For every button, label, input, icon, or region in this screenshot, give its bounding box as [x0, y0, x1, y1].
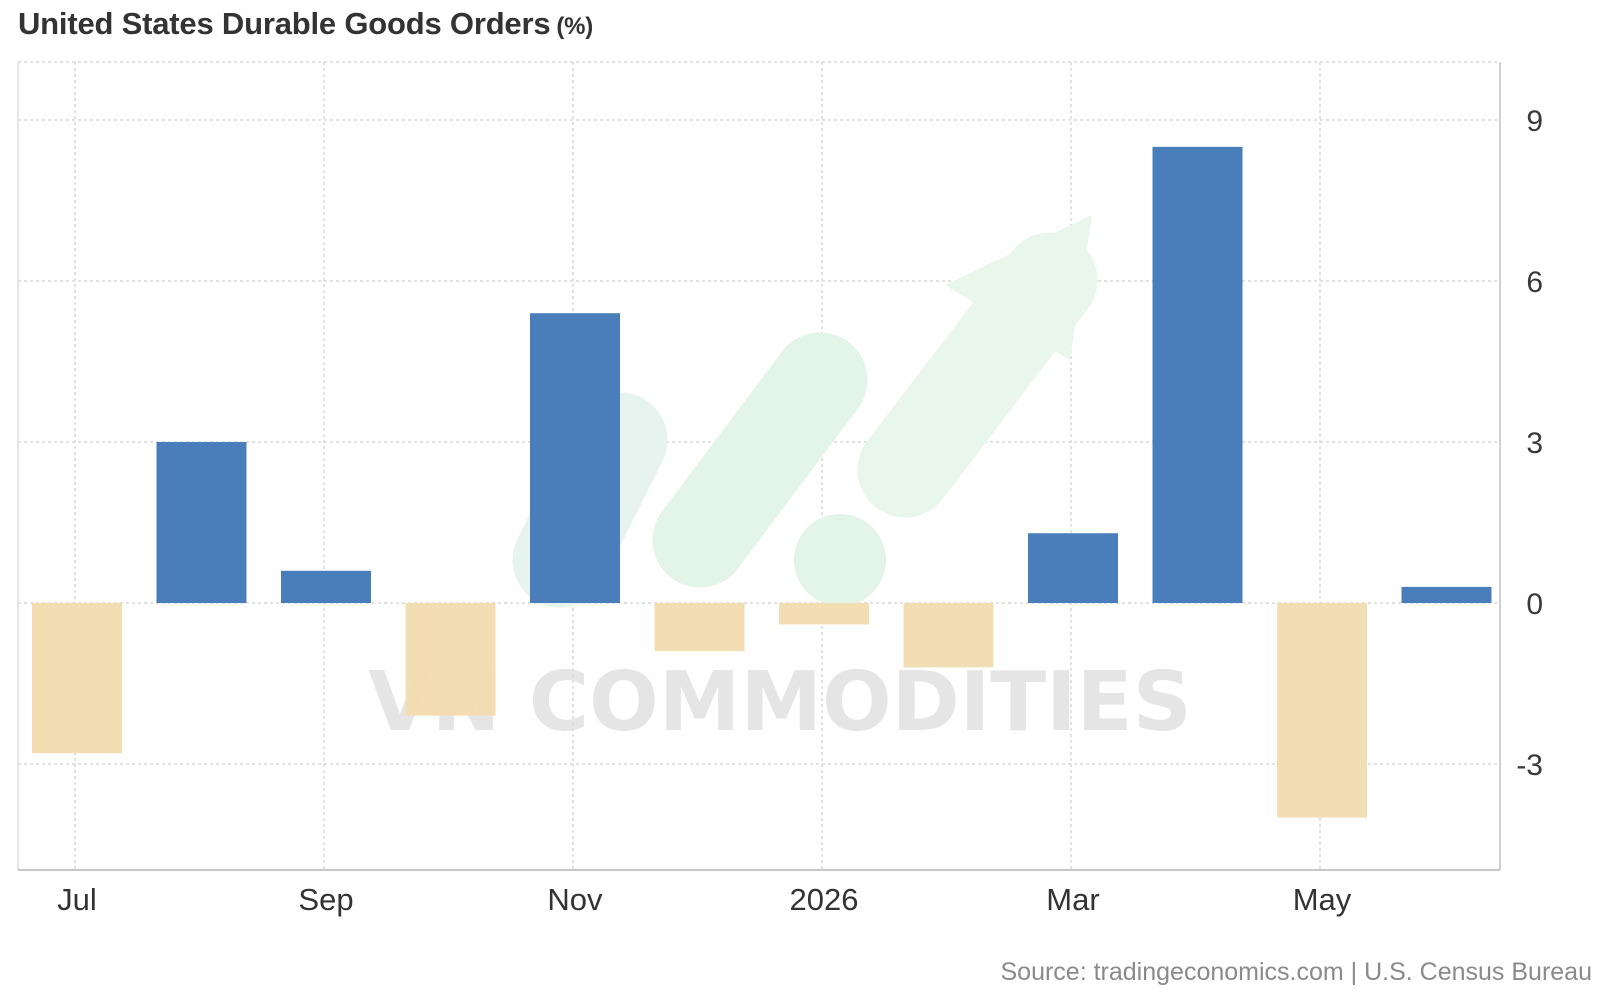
- chart-unit-label: (%): [556, 13, 594, 40]
- bar-nov: [530, 313, 620, 603]
- bars: [32, 146, 1492, 818]
- chart-title: United States Durable Goods Orders (%): [18, 6, 594, 41]
- x-tick-label: Sep: [298, 882, 353, 917]
- bar-jul: [32, 603, 122, 754]
- x-tick-labels: Jul Sep Nov 2026 Mar May: [57, 882, 1352, 917]
- y-tick-labels: -3 0 3 6 9: [1516, 105, 1543, 782]
- y-tick-label: -3: [1516, 749, 1543, 782]
- bar-may: [1277, 603, 1367, 818]
- bar-jan: [779, 603, 869, 625]
- source-note: Source: tradingeconomics.com | U.S. Cens…: [1000, 958, 1593, 986]
- y-tick-label: 3: [1526, 427, 1543, 460]
- bar-jun: [1401, 586, 1492, 603]
- bar-aug: [156, 442, 247, 603]
- x-tick-label: Nov: [547, 882, 603, 917]
- x-tick-label: Mar: [1046, 882, 1099, 917]
- x-tick-label: May: [1293, 882, 1352, 917]
- watermark-text: VN COMMODITIES: [368, 655, 1192, 750]
- axes: [17, 62, 1501, 871]
- y-tick-label: 6: [1526, 266, 1543, 299]
- bar-sep: [281, 570, 371, 603]
- watermark-arrow-icon: [512, 215, 1098, 608]
- bar-mar: [1028, 533, 1118, 603]
- y-tick-label: 0: [1526, 588, 1543, 621]
- bar-feb: [903, 603, 994, 668]
- x-tick-label: Jul: [57, 882, 97, 917]
- bar-apr: [1152, 146, 1243, 604]
- x-tick-label: 2026: [790, 882, 859, 917]
- y-tick-label: 9: [1526, 105, 1543, 138]
- bar-oct: [405, 603, 496, 716]
- bar-dec: [654, 603, 745, 652]
